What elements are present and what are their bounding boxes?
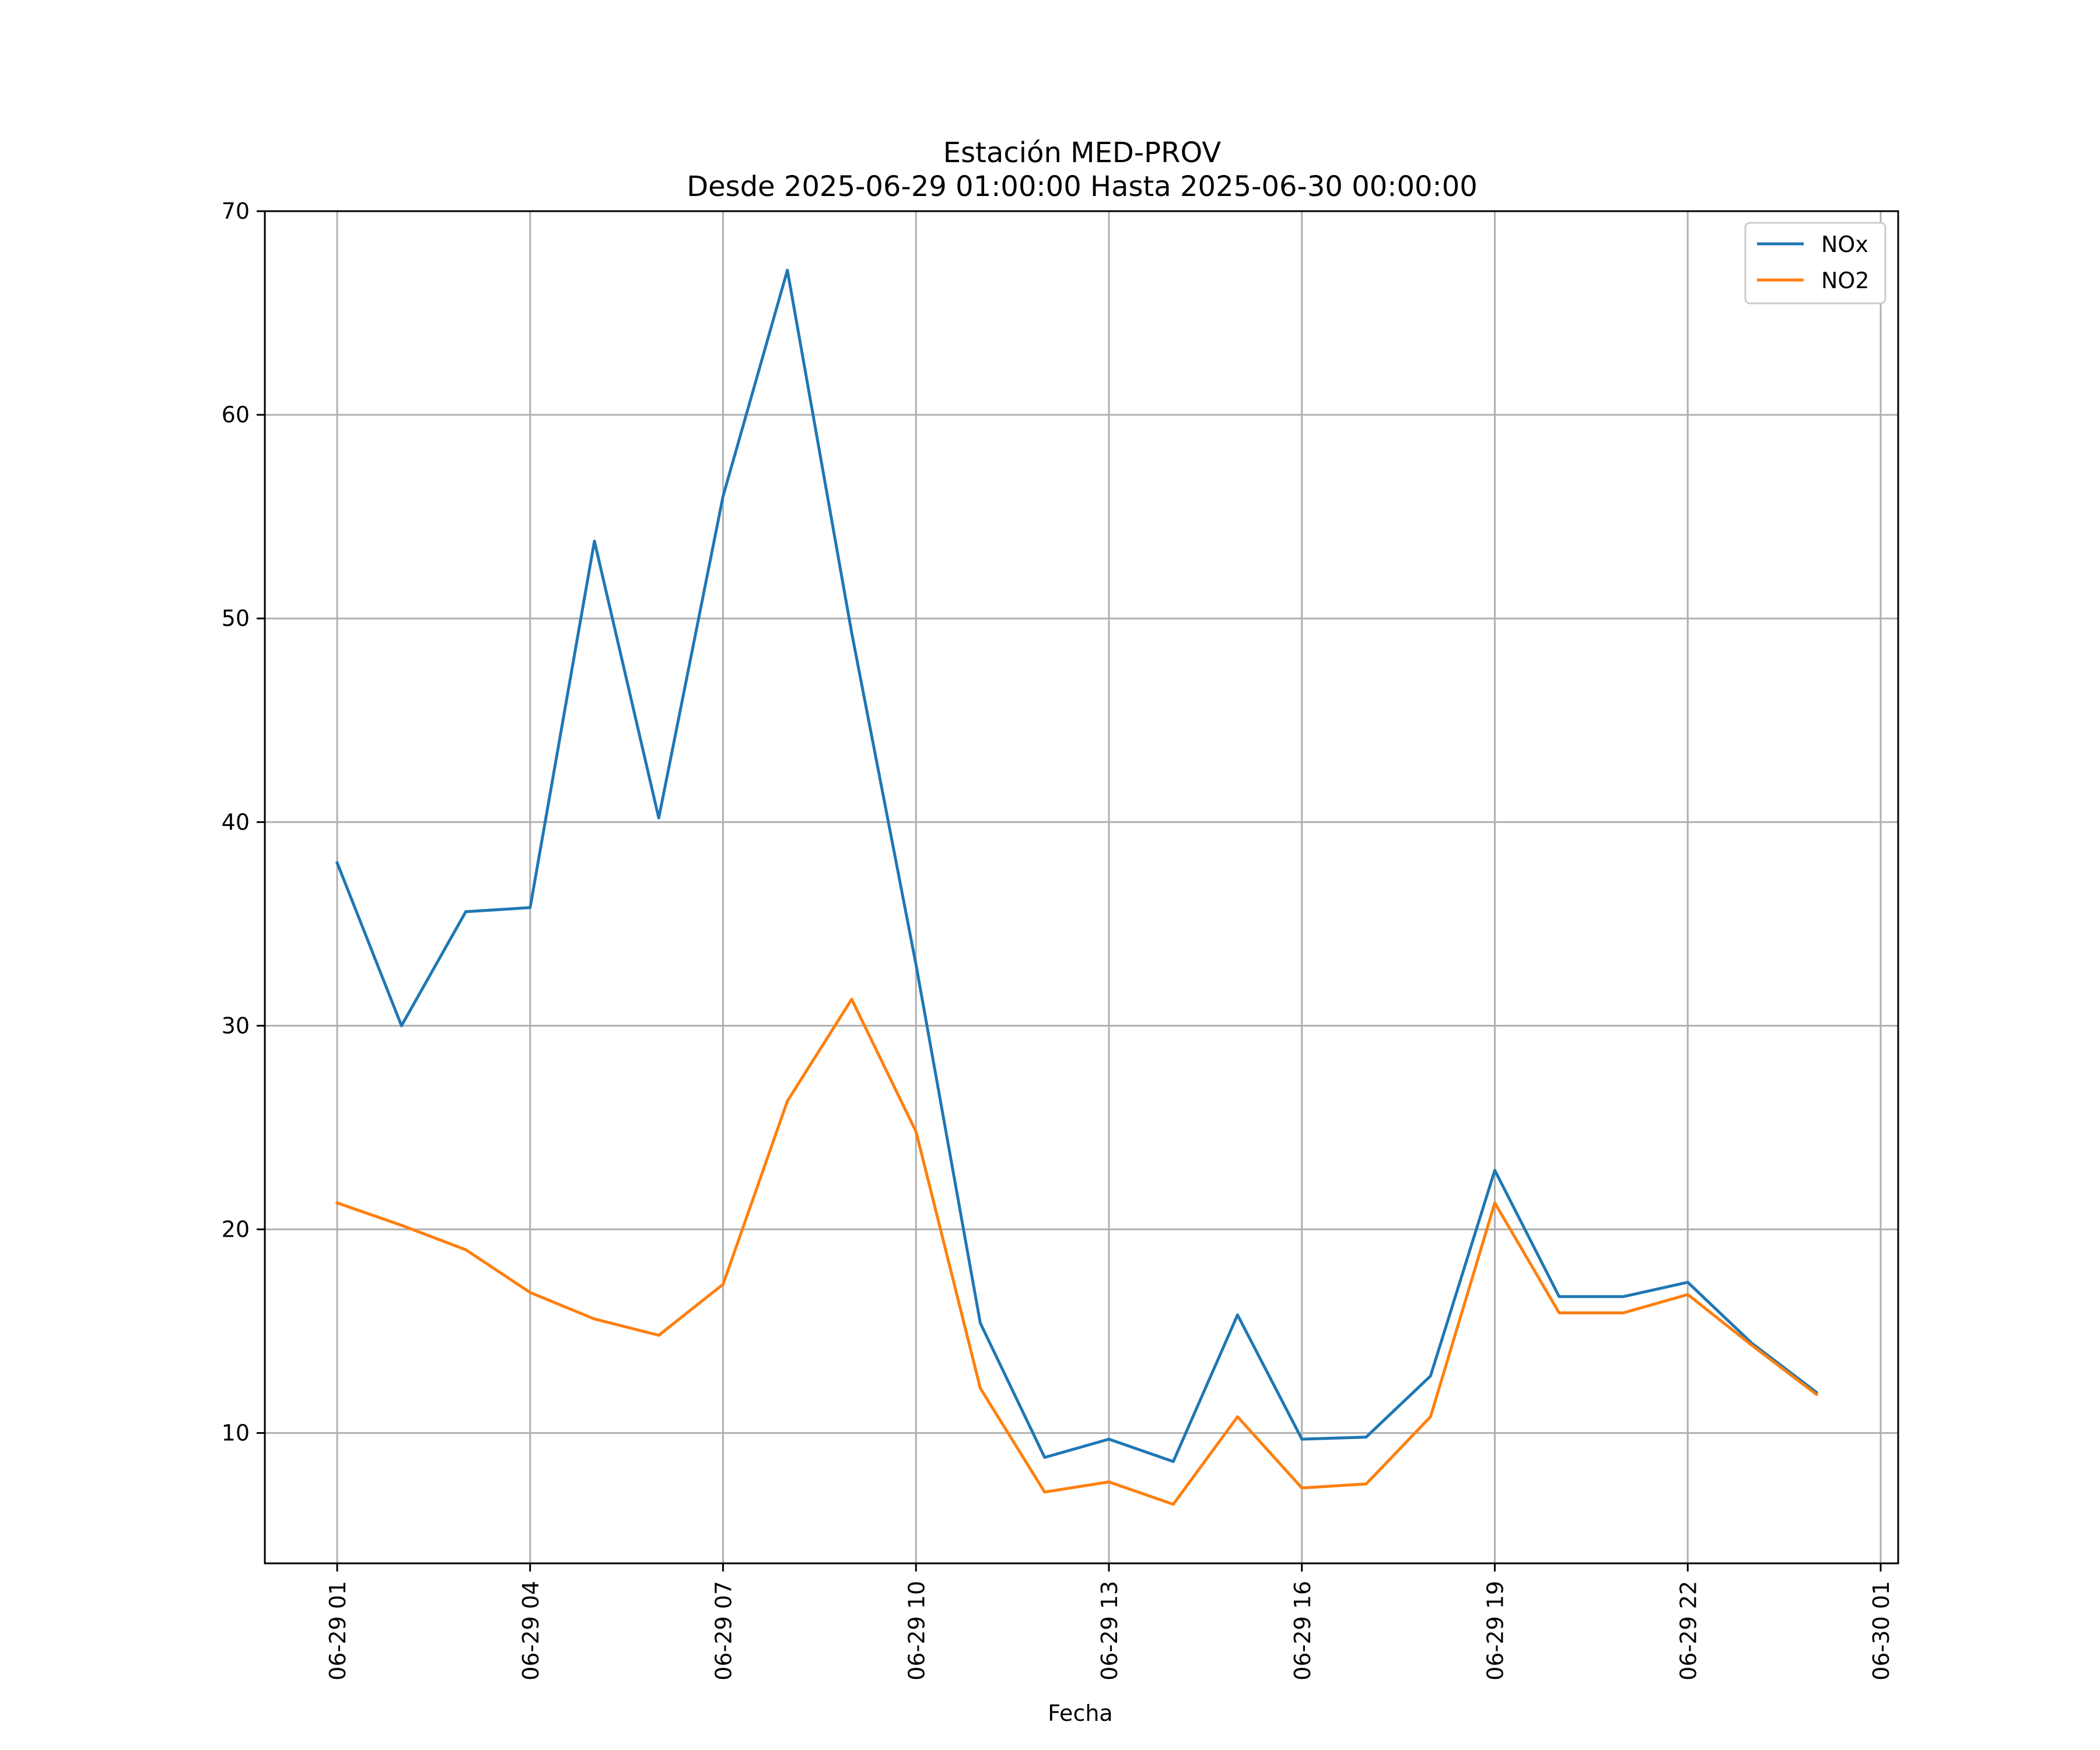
series-layer (335, 268, 1819, 1506)
x-tick-label: 06-29 13 (1097, 1581, 1122, 1681)
y-tick-label: 20 (222, 1216, 250, 1242)
x-tick-label: 06-29 01 (325, 1581, 351, 1681)
series-line-nox (335, 268, 1819, 1463)
x-tick-label: 06-29 22 (1675, 1581, 1701, 1681)
chart-subtitle: Desde 2025-06-29 01:00:00 Hasta 2025-06-… (687, 170, 1478, 203)
x-tick-label: 06-29 07 (711, 1581, 737, 1681)
legend-label-nox: NOx (1821, 232, 1868, 257)
grid-layer (265, 210, 1898, 1563)
x-tick-label: 06-30 01 (1868, 1581, 1894, 1681)
y-tick-label: 10 (222, 1420, 250, 1446)
y-tick-label: 30 (222, 1013, 250, 1038)
y-tick-label: 40 (222, 809, 250, 835)
plot-frame (264, 210, 1899, 1564)
chart-title: Estación MED-PROV (943, 136, 1222, 169)
x-tick-label: 06-29 10 (904, 1581, 929, 1681)
x-axis-label: Fecha (1048, 1700, 1112, 1726)
tick-layer: 10 20 30 40 50 60 70 06-29 01 06-29 04 06-29 07 06… (222, 198, 1894, 1681)
series-line-no2 (335, 998, 1819, 1506)
y-tick-label: 60 (222, 402, 250, 428)
legend: NOx NO2 (1744, 222, 1887, 304)
legend-label-no2: NO2 (1821, 268, 1870, 293)
x-tick-label: 06-29 04 (518, 1581, 544, 1681)
y-tick-label: 50 (222, 606, 250, 631)
y-tick-label: 70 (222, 198, 250, 224)
x-tick-label: 06-29 16 (1290, 1581, 1315, 1681)
x-tick-label: 06-29 19 (1483, 1581, 1508, 1681)
